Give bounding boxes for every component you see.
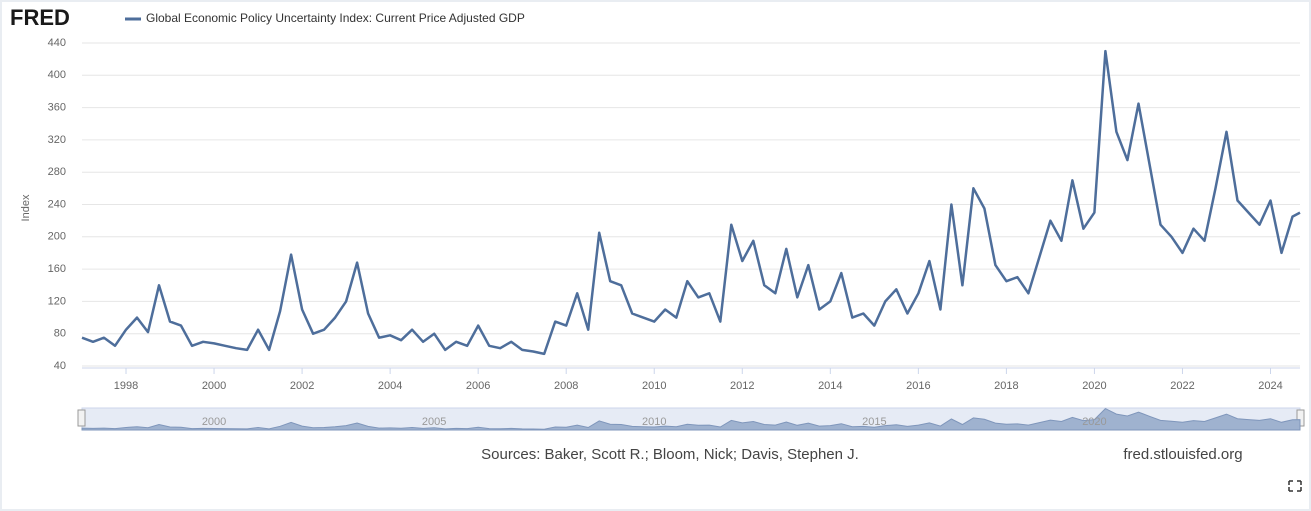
brand-logo[interactable]: FRED [10,5,70,30]
x-tick-label: 2016 [906,380,930,392]
x-tick-label: 2018 [994,380,1018,392]
y-tick-label: 200 [48,231,66,243]
x-tick-label: 2014 [818,380,842,392]
x-tick-label: 2000 [202,380,226,392]
navigator-tick-label: 2020 [1082,416,1106,428]
navigator-series [81,407,1301,431]
x-tick-label: 2024 [1258,380,1282,392]
navigator-tick-label: 2010 [642,416,666,428]
sources: Sources: Baker, Scott R.; Bloom, Nick; D… [481,446,859,463]
y-tick-label: 400 [48,69,66,81]
y-tick-label: 440 [48,37,66,49]
x-tick-label: 2006 [466,380,490,392]
legend-entry: Global Economic Policy Uncertainty Index… [146,11,525,25]
fullscreen-button[interactable] [1288,480,1302,492]
site-url[interactable]: fred.stlouisfed.org [1123,446,1242,463]
y-tick-label: 40 [54,360,66,372]
x-tick-label: 1998 [114,380,138,392]
y-tick-label: 80 [54,328,66,340]
x-tick-label: 2004 [378,380,402,392]
series-line [81,49,1301,356]
x-tick-label: 2012 [730,380,754,392]
y-tick-label: 280 [48,166,66,178]
y-tick-label: 360 [48,102,66,114]
y-tick-label: 120 [48,295,66,307]
x-tick-label: 2002 [290,380,314,392]
x-tick-label: 2010 [642,380,666,392]
x-tick-label: 2020 [1082,380,1106,392]
navigator-tick-label: 2015 [862,416,886,428]
y-tick-label: 160 [48,263,66,275]
navigator-tick-label: 2000 [202,416,226,428]
y-tick-label: 240 [48,198,66,210]
navigator-handle-left[interactable] [77,409,86,427]
y-axis-label: Index [20,194,32,221]
x-tick-label: 2022 [1170,380,1194,392]
y-tick-label: 320 [48,134,66,146]
x-tick-label: 2008 [554,380,578,392]
navigator-tick-label: 2005 [422,416,446,428]
